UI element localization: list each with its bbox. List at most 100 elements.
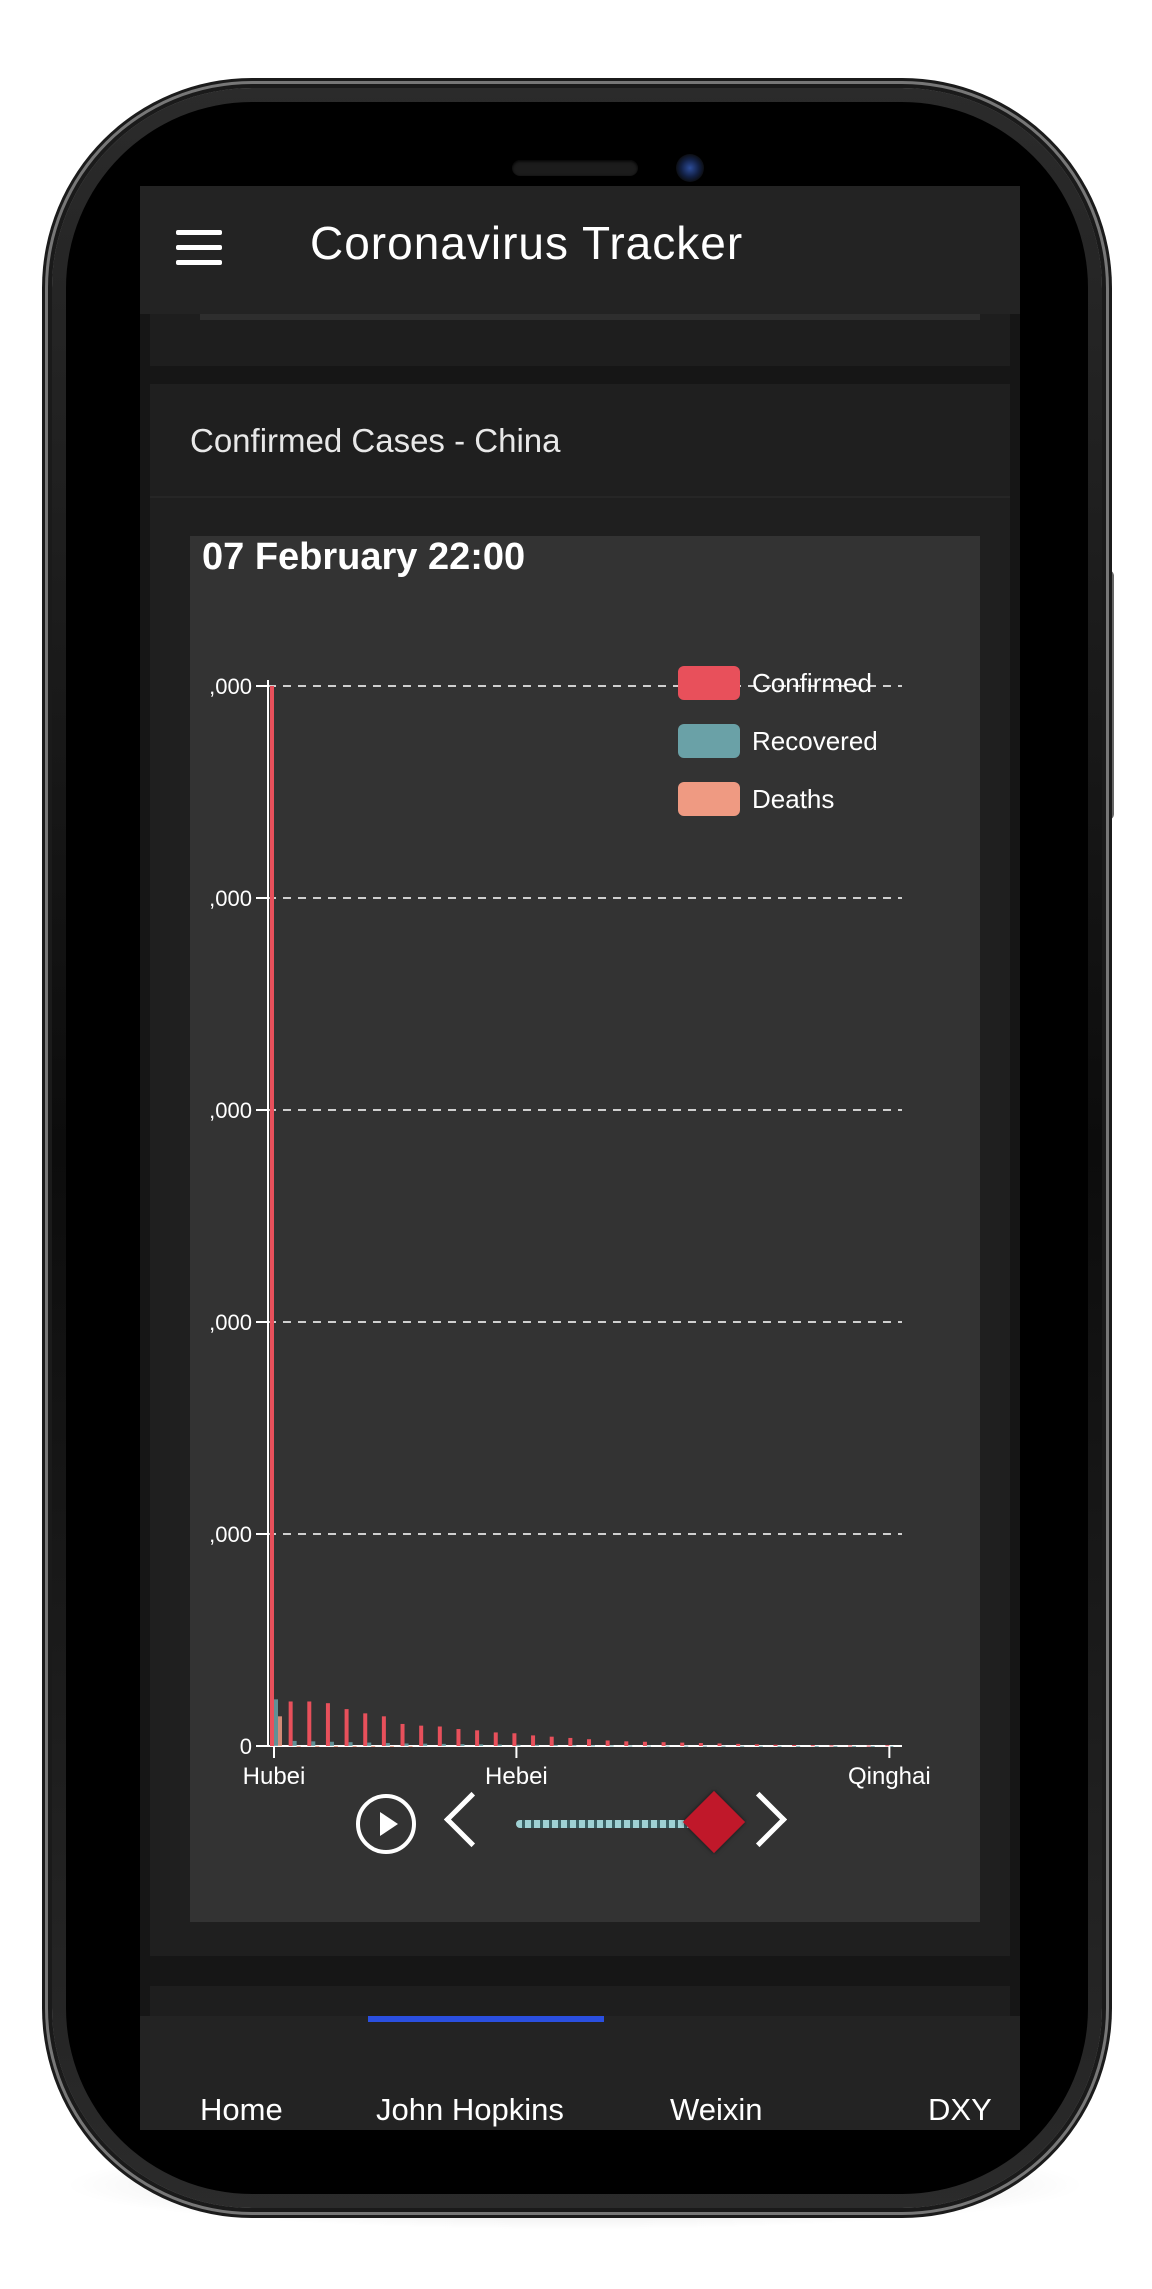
bar-confirmed: [829, 1745, 834, 1747]
bar-recovered: [367, 1742, 372, 1746]
tab-john-hopkins[interactable]: John Hopkins: [376, 2092, 564, 2127]
bar-deaths: [408, 1745, 413, 1747]
chart-panel: 07 February 22:00 ,000 ,000 ,000 ,000 ,000 0 H…: [190, 536, 980, 1922]
bar-recovered: [889, 1745, 894, 1747]
legend-label-deaths: Deaths: [752, 784, 834, 814]
bar-confirmed: [792, 1744, 797, 1746]
bar-confirmed: [400, 1723, 405, 1746]
bar-confirmed: [456, 1729, 461, 1746]
bar-recovered: [311, 1741, 316, 1746]
app-screen: Coronavirus Tracker Confirmed Cases - Ch…: [140, 186, 1020, 2130]
bar-confirmed: [307, 1701, 312, 1746]
bar-confirmed: [531, 1735, 536, 1746]
bar-recovered: [684, 1745, 689, 1747]
bar-deaths: [371, 1745, 376, 1747]
bar-recovered: [591, 1745, 595, 1747]
bar-recovered: [796, 1745, 801, 1747]
bar-recovered: [385, 1743, 390, 1746]
bar-confirmed: [736, 1743, 741, 1746]
bar-recovered: [329, 1741, 334, 1746]
bar-recovered: [404, 1743, 409, 1746]
hamburger-menu-icon[interactable]: [176, 230, 224, 268]
previous-card: [150, 314, 1010, 366]
bar-confirmed: [344, 1709, 349, 1746]
bar-recovered: [777, 1745, 782, 1747]
tab-dxy[interactable]: DXY: [928, 2092, 992, 2127]
bar-confirmed: [419, 1725, 424, 1746]
bar-recovered: [646, 1745, 651, 1747]
bar-confirmed: [848, 1745, 853, 1747]
bar-confirmed: [325, 1703, 330, 1746]
bar-confirmed: [885, 1745, 890, 1747]
bar-recovered: [758, 1745, 763, 1747]
bar-confirmed: [381, 1716, 386, 1746]
bar-recovered: [702, 1745, 707, 1747]
x-tick-label: Qinghai: [848, 1763, 931, 1790]
bar-recovered: [292, 1740, 297, 1746]
timeline-slider[interactable]: [516, 1820, 716, 1828]
bar-recovered: [479, 1744, 484, 1746]
chart-date-label: 07 February 22:00: [202, 536, 526, 578]
bar-confirmed: [642, 1741, 647, 1746]
tab-weixin[interactable]: Weixin: [670, 2092, 763, 2127]
bar-confirmed: [437, 1726, 442, 1746]
y-tick-label: ,000: [209, 1310, 252, 1335]
y-tick-label: 0: [240, 1734, 252, 1759]
bar-recovered: [721, 1745, 726, 1747]
bar-recovered: [814, 1745, 819, 1747]
bar-deaths: [278, 1716, 282, 1746]
y-tick-label: ,000: [209, 1098, 252, 1123]
card-title: Confirmed Cases - China: [190, 422, 561, 459]
bar-recovered: [833, 1745, 838, 1747]
active-tab-indicator: [368, 2016, 604, 2022]
bar-confirmed: [363, 1713, 368, 1746]
chevron-right-icon[interactable]: [731, 1791, 788, 1848]
x-tick-label: Hubei: [243, 1763, 306, 1790]
bar-recovered: [665, 1745, 670, 1747]
chevron-left-icon[interactable]: [443, 1791, 500, 1848]
bar-deaths: [296, 1745, 301, 1747]
bar-recovered: [535, 1744, 540, 1746]
bar-confirmed: [717, 1743, 722, 1746]
bar-confirmed: [493, 1732, 498, 1746]
y-tick-label: ,000: [209, 1522, 252, 1547]
bottom-navigation: Home John Hopkins Weixin DXY: [140, 2016, 1020, 2130]
x-tick-label: Hebei: [485, 1763, 548, 1790]
app-bar: Coronavirus Tracker: [140, 186, 1020, 314]
bar-deaths: [333, 1745, 338, 1747]
bar-deaths: [315, 1745, 320, 1747]
bar-confirmed: [568, 1737, 573, 1746]
app-title: Coronavirus Tracker: [310, 217, 744, 269]
bar-confirmed: [680, 1742, 685, 1746]
bar-deaths: [389, 1745, 394, 1747]
bar-confirmed: [512, 1733, 517, 1746]
bar-recovered: [628, 1745, 633, 1747]
playback-controls: [340, 1786, 800, 1866]
bar-confirmed: [624, 1741, 629, 1746]
bar-confirmed: [270, 686, 274, 1746]
bar-recovered: [441, 1743, 446, 1746]
bar-recovered: [460, 1744, 465, 1746]
bar-recovered: [870, 1745, 875, 1747]
bar-confirmed: [549, 1736, 554, 1746]
earpiece-speaker: [512, 160, 638, 176]
bar-recovered: [609, 1745, 614, 1747]
bar-confirmed: [587, 1739, 591, 1746]
bar-confirmed: [810, 1745, 815, 1747]
bar-recovered: [572, 1745, 577, 1747]
legend-swatch-deaths: [678, 782, 740, 816]
tab-home[interactable]: Home: [200, 2092, 283, 2127]
legend-swatch-recovered: [678, 724, 740, 758]
bar-recovered: [553, 1744, 558, 1746]
legend-swatch-confirmed: [678, 666, 740, 700]
y-tick-label: ,000: [209, 886, 252, 911]
play-circle-icon[interactable]: [356, 1794, 416, 1854]
bar-confirmed: [866, 1745, 871, 1747]
bar-confirmed: [698, 1743, 703, 1746]
bar-chart: ,000 ,000 ,000 ,000 ,000 0 Hubei Hebei Qinghai Co…: [209, 666, 931, 1790]
legend-label-confirmed: Confirmed: [752, 668, 872, 698]
bar-recovered: [497, 1744, 502, 1746]
bar-confirmed: [661, 1742, 666, 1746]
previous-card-divider: [200, 314, 980, 320]
card-divider: [150, 496, 1010, 498]
